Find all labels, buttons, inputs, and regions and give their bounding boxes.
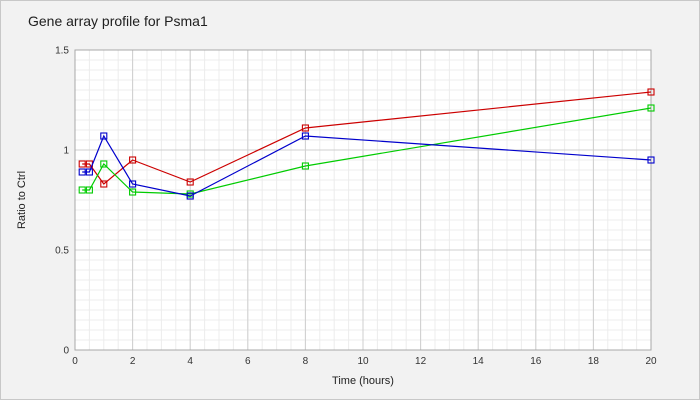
x-tick-label: 2 bbox=[130, 356, 136, 367]
data-point-marker bbox=[85, 186, 93, 194]
series-line bbox=[82, 91, 652, 185]
axes bbox=[74, 49, 652, 351]
y-tick-label: 0.5 bbox=[55, 246, 69, 257]
x-tick-label: 20 bbox=[645, 356, 657, 367]
data-point-marker bbox=[301, 162, 309, 170]
data-point-marker bbox=[647, 156, 655, 164]
data-point-marker bbox=[78, 160, 86, 168]
x-tick-label: 6 bbox=[245, 356, 251, 367]
x-tick-label: 14 bbox=[473, 356, 485, 367]
data-point-marker bbox=[100, 160, 108, 168]
data-point-marker bbox=[129, 180, 137, 188]
data-point-marker bbox=[78, 168, 86, 176]
data-point-marker bbox=[100, 132, 108, 140]
x-tick-label: 10 bbox=[357, 356, 369, 367]
chart-title: Gene array profile for Psma1 bbox=[28, 13, 208, 29]
data-point-marker bbox=[301, 124, 309, 132]
x-tick-label: 18 bbox=[588, 356, 600, 367]
x-axis-label: Time (hours) bbox=[332, 375, 394, 387]
series-layer bbox=[78, 88, 655, 200]
series-3 bbox=[78, 132, 655, 200]
data-point-marker bbox=[100, 180, 108, 188]
series-line bbox=[82, 107, 652, 195]
data-point-marker bbox=[301, 132, 309, 140]
x-tick-label: 12 bbox=[415, 356, 427, 367]
x-tick-label: 4 bbox=[187, 356, 193, 367]
series-1 bbox=[78, 88, 655, 188]
data-point-marker bbox=[186, 178, 194, 186]
tick-labels: 0 2 4 6 8 10 12 14 16 18 20 0 0.5 1 1.5 bbox=[55, 46, 657, 368]
data-point-marker bbox=[78, 186, 86, 194]
y-tick-label: 0 bbox=[63, 346, 69, 357]
data-point-marker bbox=[186, 192, 194, 200]
data-point-marker bbox=[129, 156, 137, 164]
data-point-marker bbox=[129, 188, 137, 196]
data-point-marker bbox=[647, 104, 655, 112]
series-line bbox=[82, 134, 652, 197]
x-tick-label: 8 bbox=[303, 356, 309, 367]
data-point-marker bbox=[647, 88, 655, 96]
data-point-marker bbox=[85, 168, 93, 176]
x-tick-label: 0 bbox=[72, 356, 78, 367]
x-tick-label: 16 bbox=[530, 356, 542, 367]
series-2 bbox=[78, 104, 655, 198]
y-tick-label: 1.5 bbox=[55, 46, 69, 57]
y-tick-label: 1 bbox=[63, 146, 69, 157]
plot-border bbox=[74, 49, 652, 351]
y-axis-label: Ratio to Ctrl bbox=[16, 171, 28, 229]
